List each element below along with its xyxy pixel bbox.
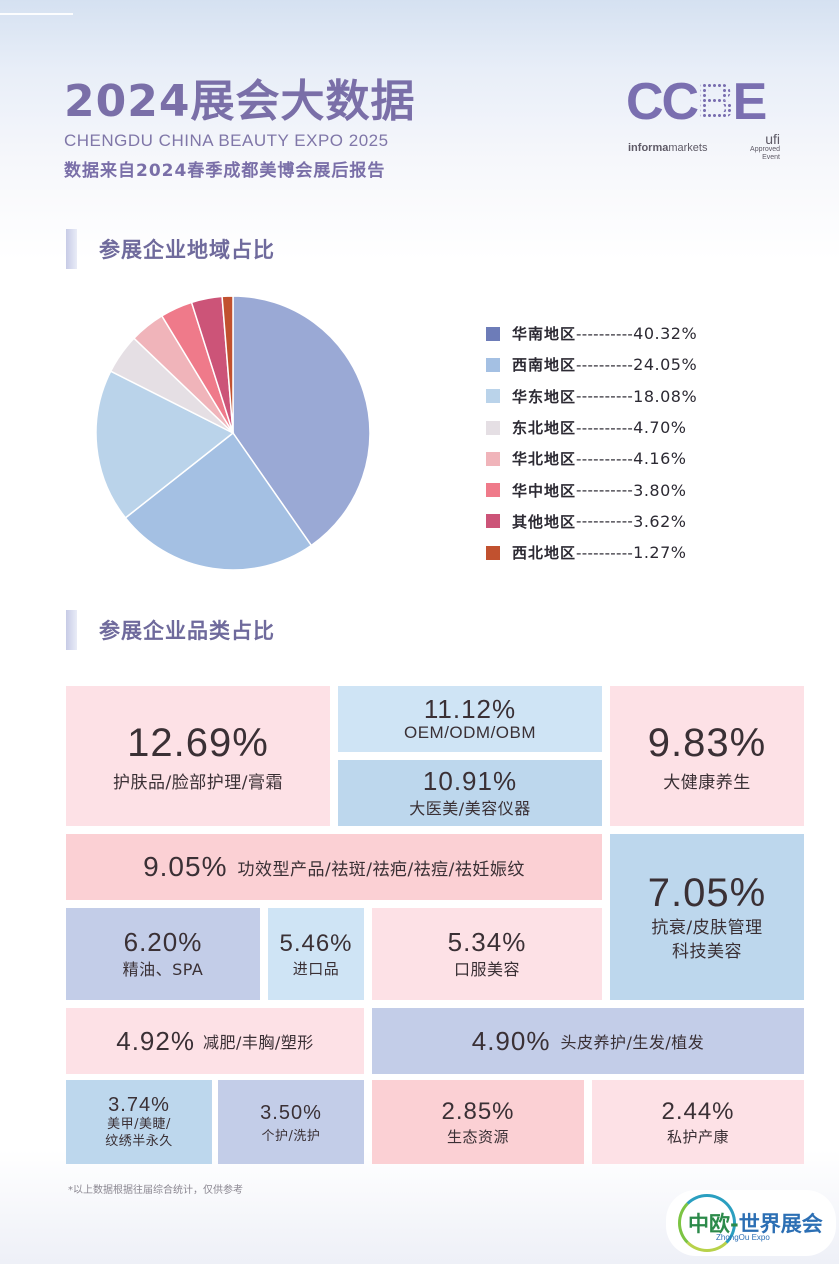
pie-slice — [221, 295, 234, 434]
section-header-category: 参展企业品类占比 — [66, 610, 275, 650]
category-tile-functional: 9.05% 功效型产品/祛斑/祛疤/祛痘/祛妊娠纹 — [66, 834, 602, 900]
section-title-region: 参展企业地域占比 — [99, 238, 275, 262]
legend-value: 24.05% — [633, 355, 698, 375]
legend-swatch-icon — [486, 514, 500, 529]
category-tile-slimming: 4.92% 减肥/丰胸/塑形 — [66, 1008, 364, 1074]
ccbe-logo: CCBE informamarkets ufi Approved Event — [626, 74, 786, 170]
legend-swatch-icon — [486, 357, 500, 372]
zhongou-expo-watermark: 中欧-世界展会 ZhongOu Expo — [666, 1190, 836, 1256]
pie-slice — [95, 370, 235, 519]
section-accent-bar — [66, 229, 77, 269]
section-accent-bar — [66, 610, 77, 650]
legend-leader: ---------- — [576, 543, 634, 562]
legend-label: 华中地区 — [512, 481, 577, 500]
category-tile-medical-beauty: 10.91% 大医美/美容仪器 — [338, 760, 602, 826]
legend-leader: ---------- — [576, 449, 634, 468]
subtitle-english: CHENGDU CHINA BEAUTY EXPO 2025 — [64, 131, 389, 150]
globe-icon — [678, 1194, 736, 1252]
watermark-title: 中欧-世界展会 — [688, 1212, 823, 1236]
legend-value: 1.27% — [633, 543, 687, 563]
category-tile-spa: 6.20% 精油、SPA — [66, 908, 260, 1000]
legend-leader: ---------- — [576, 355, 634, 374]
ccbe-wordmark: CCBE — [626, 73, 767, 131]
legend-swatch-icon — [486, 420, 500, 435]
legend-label: 西南地区 — [512, 356, 577, 375]
category-tile-oem: 11.12% OEM/ODM/OBM — [338, 686, 602, 752]
legend-label: 西北地区 — [512, 544, 577, 563]
subtitle-chinese: 数据来自2024春季成都美博会展后报告 — [64, 161, 386, 181]
legend-item: 西北地区 ---------- 1.27% — [486, 537, 697, 568]
category-tile-nail-lash: 3.74% 美甲/美睫/ 纹绣半永久 — [66, 1080, 212, 1164]
pie-legend: 华南地区 ---------- 40.32% 西南地区 ---------- 24.05%… — [486, 318, 697, 568]
legend-label: 其他地区 — [512, 512, 577, 531]
page-title: 2024展会大数据 — [64, 76, 416, 127]
legend-label: 华南地区 — [512, 325, 577, 344]
section-header-region: 参展企业地域占比 — [66, 229, 275, 269]
legend-item: 华中地区 ---------- 3.80% — [486, 474, 697, 505]
legend-value: 3.62% — [633, 511, 687, 531]
legend-value: 3.80% — [633, 480, 687, 500]
top-decor-line — [0, 13, 73, 15]
legend-swatch-icon — [486, 389, 500, 404]
region-pie-chart — [94, 294, 372, 572]
legend-swatch-icon — [486, 326, 500, 341]
category-tile-eco-resources: 2.85% 生态资源 — [372, 1080, 584, 1164]
legend-swatch-icon — [486, 451, 500, 466]
legend-item: 华东地区 ---------- 18.08% — [486, 381, 697, 412]
legend-leader: ---------- — [576, 512, 634, 531]
legend-item: 华南地区 ---------- 40.32% — [486, 318, 697, 349]
legend-swatch-icon — [486, 483, 500, 498]
watermark-subtitle: ZhongOu Expo — [716, 1233, 770, 1242]
category-tile-scalp-care: 4.90% 头皮养护/生发/植发 — [372, 1008, 804, 1074]
pie-slice — [232, 295, 371, 547]
legend-leader: ---------- — [576, 481, 634, 500]
category-tile-private-care: 2.44% 私护产康 — [592, 1080, 804, 1164]
category-tile-health: 9.83% 大健康养生 — [610, 686, 804, 826]
legend-leader: ---------- — [576, 387, 634, 406]
legend-value: 40.32% — [633, 324, 698, 344]
pie-slice — [124, 431, 313, 571]
legend-value: 18.08% — [633, 386, 698, 406]
legend-swatch-icon — [486, 545, 500, 560]
legend-leader: ---------- — [576, 324, 634, 343]
category-tile-imported: 5.46% 进口品 — [268, 908, 364, 1000]
legend-item: 东北地区 ---------- 4.70% — [486, 412, 697, 443]
informa-markets-logo: informamarkets — [628, 142, 708, 154]
legend-label: 华东地区 — [512, 387, 577, 406]
legend-item: 华北地区 ---------- 4.16% — [486, 443, 697, 474]
footnote: *以上数据根据往届综合统计，仅供参考 — [68, 1185, 243, 1196]
legend-value: 4.70% — [633, 418, 687, 438]
legend-label: 东北地区 — [512, 419, 577, 438]
legend-item: 其他地区 ---------- 3.62% — [486, 506, 697, 537]
legend-label: 华北地区 — [512, 450, 577, 469]
section-title-category: 参展企业品类占比 — [99, 619, 275, 643]
category-tile-skincare: 12.69% 护肤品/脸部护理/膏霜 — [66, 686, 330, 826]
category-tile-anti-aging: 7.05% 抗衰/皮肤管理 科技美容 — [610, 834, 804, 1000]
legend-value: 4.16% — [633, 449, 687, 469]
legend-item: 西南地区 ---------- 24.05% — [486, 349, 697, 380]
legend-leader: ---------- — [576, 418, 634, 437]
ufi-approved-logo: ufi Approved Event — [750, 131, 780, 161]
category-tile-oral-beauty: 5.34% 口服美容 — [372, 908, 602, 1000]
category-tile-personal-care: 3.50% 个护/洗护 — [218, 1080, 364, 1164]
